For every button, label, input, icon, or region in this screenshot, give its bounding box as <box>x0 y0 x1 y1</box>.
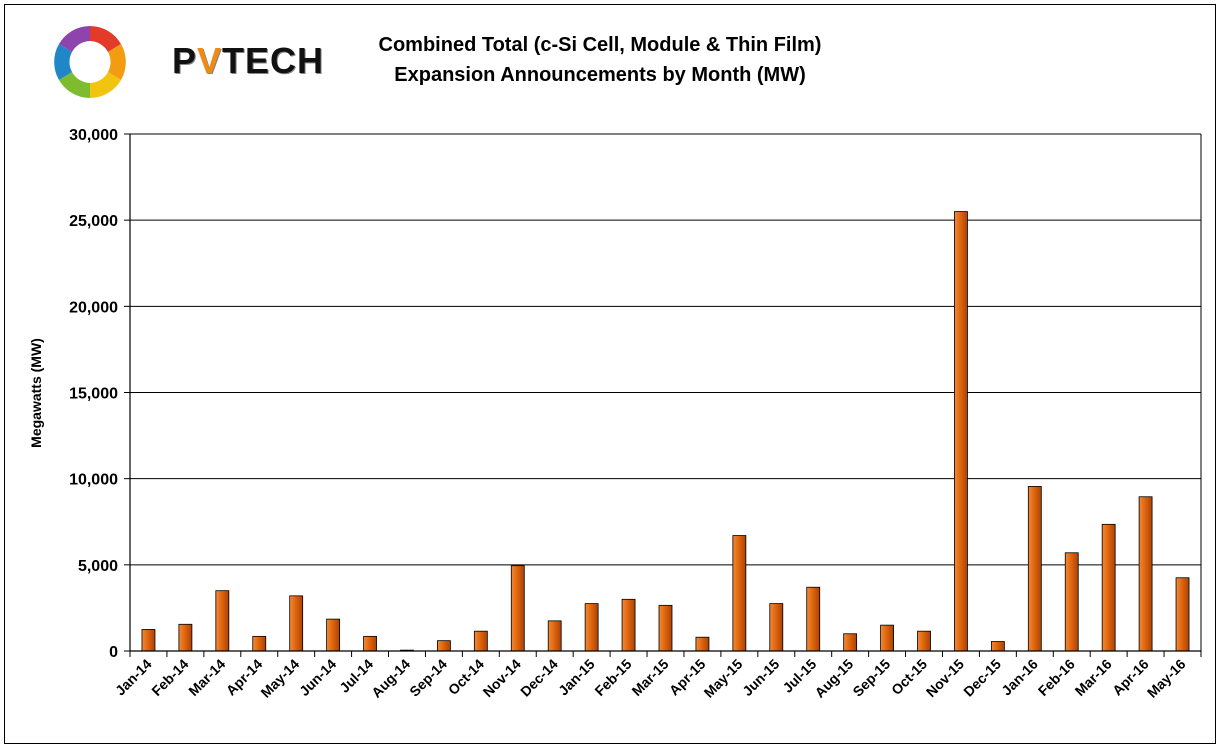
x-tick-label: Jun-15 <box>739 656 782 699</box>
x-tick-label: Feb-15 <box>591 656 634 699</box>
bar <box>917 630 931 652</box>
x-tick-label: Sep-14 <box>406 656 450 700</box>
x-tick-label: Jan-15 <box>555 656 598 699</box>
bar <box>141 629 156 652</box>
x-tick-label: Feb-14 <box>148 656 191 699</box>
x-tick-label: Jan-14 <box>112 656 155 699</box>
bar <box>326 618 341 652</box>
bar <box>584 603 599 652</box>
bar <box>178 623 193 652</box>
bar <box>769 603 784 652</box>
x-tick-label: Jan-16 <box>998 656 1041 699</box>
x-tick-label: Oct-15 <box>888 656 930 698</box>
x-tick-label: Aug-15 <box>811 656 856 701</box>
x-tick-label: May-14 <box>257 656 302 701</box>
bar <box>1138 496 1153 652</box>
y-tick-label: 20,000 <box>69 299 118 316</box>
x-tick-label: Oct-14 <box>445 656 487 698</box>
bar <box>1064 552 1079 652</box>
bar <box>510 565 525 652</box>
y-tick-label: 5,000 <box>78 558 118 575</box>
x-tick-label: May-15 <box>701 656 746 701</box>
bar <box>215 590 230 652</box>
x-tick-label: Nov-14 <box>480 656 524 700</box>
bar <box>1175 577 1190 652</box>
x-tick-label: Jun-14 <box>296 656 339 699</box>
x-tick-label: Dec-14 <box>517 656 561 700</box>
x-tick-label: May-16 <box>1144 656 1189 701</box>
bar <box>880 624 894 652</box>
x-tick-label: Mar-16 <box>1072 656 1115 699</box>
bar <box>954 211 968 652</box>
y-axis-label: Megawatts (MW) <box>28 338 44 448</box>
bar <box>695 636 710 652</box>
x-tick-label: Feb-16 <box>1035 656 1078 699</box>
x-tick-label: Sep-15 <box>849 656 893 700</box>
x-tick-label: Nov-15 <box>923 656 967 700</box>
bar <box>806 586 821 652</box>
bar <box>252 635 267 652</box>
bar <box>658 604 673 652</box>
bar <box>363 635 377 652</box>
bar <box>843 633 858 652</box>
x-tick-label: Dec-15 <box>960 656 1004 700</box>
bar <box>473 630 488 652</box>
chart-frame <box>4 4 1216 744</box>
y-tick-label: 15,000 <box>69 386 118 403</box>
x-tick-label: Mar-14 <box>185 656 228 699</box>
bar <box>289 595 304 652</box>
bar <box>732 535 747 652</box>
x-tick-label: Aug-14 <box>368 656 413 701</box>
y-tick-label: 25,000 <box>69 213 118 230</box>
pvtech-logo: PVTECH <box>50 18 323 108</box>
bar <box>1101 523 1116 652</box>
chart-title-block: Combined Total (c-Si Cell, Module & Thin… <box>300 30 900 90</box>
y-tick-label: 10,000 <box>69 472 118 489</box>
chart-subtitle: Expansion Announcements by Month (MW) <box>394 64 806 86</box>
pvtech-logo-icon <box>54 26 126 98</box>
y-tick-label: 30,000 <box>69 127 118 144</box>
chart-title: Combined Total (c-Si Cell, Module & Thin… <box>378 34 822 56</box>
y-tick-label: 0 <box>109 644 118 661</box>
x-tick-label: Mar-15 <box>628 656 671 699</box>
bar <box>621 598 636 652</box>
bar <box>437 640 451 652</box>
pvtech-logo-wordmark: PVTECH <box>172 40 325 81</box>
bar <box>990 641 1005 652</box>
bar <box>1027 486 1042 652</box>
bar <box>547 620 562 652</box>
